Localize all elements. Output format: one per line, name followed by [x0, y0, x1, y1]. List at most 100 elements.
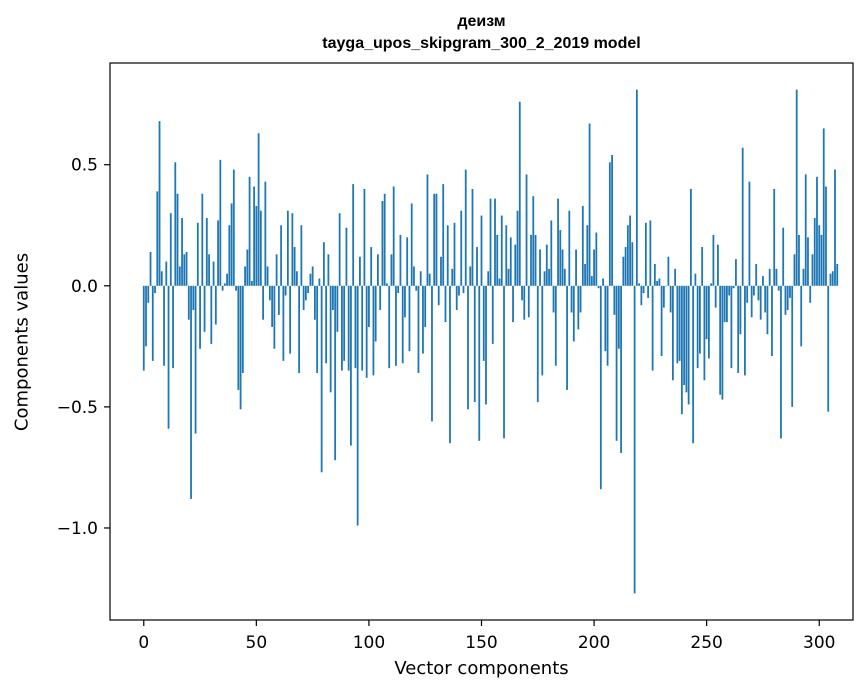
- bar: [570, 285, 573, 313]
- bar: [277, 285, 280, 315]
- bar: [304, 285, 307, 301]
- bar: [241, 285, 244, 373]
- bar: [816, 176, 818, 286]
- bar: [383, 193, 386, 286]
- bar: [167, 285, 170, 429]
- x-tick-label: 0: [138, 633, 149, 653]
- bar: [322, 242, 325, 286]
- bar: [545, 244, 548, 286]
- bar: [244, 266, 246, 286]
- bar: [356, 285, 359, 526]
- bar: [795, 89, 798, 286]
- bar: [370, 247, 373, 286]
- bar: [199, 285, 201, 349]
- bar: [253, 186, 255, 286]
- bar: [804, 174, 807, 286]
- bar: [755, 264, 758, 286]
- bar: [368, 285, 370, 327]
- bar: [460, 210, 463, 286]
- bar: [262, 285, 264, 320]
- bar: [289, 285, 292, 354]
- bar: [424, 285, 427, 327]
- bar: [343, 285, 346, 361]
- bar: [381, 201, 384, 286]
- bar: [446, 225, 449, 286]
- bar: [192, 285, 195, 311]
- bar: [250, 280, 253, 286]
- bar: [332, 285, 334, 311]
- bar: [597, 285, 600, 289]
- bar: [831, 271, 834, 286]
- bar: [194, 285, 197, 434]
- bar: [142, 285, 145, 371]
- bar: [825, 186, 827, 286]
- y-tick-label: −0.5: [57, 398, 98, 418]
- bar: [313, 285, 316, 320]
- bar: [599, 285, 602, 490]
- bar: [766, 285, 769, 335]
- bar: [635, 89, 638, 286]
- bar: [300, 225, 303, 286]
- bar: [615, 285, 618, 441]
- bar: [503, 285, 505, 439]
- bar: [316, 285, 319, 373]
- bar: [737, 285, 740, 373]
- bar: [705, 285, 708, 340]
- bar: [431, 285, 433, 422]
- bar: [334, 285, 337, 461]
- bar: [437, 285, 440, 306]
- bar: [548, 268, 550, 286]
- bar: [232, 169, 235, 286]
- bar: [212, 261, 215, 286]
- bar: [671, 285, 674, 381]
- bar: [417, 285, 420, 373]
- bar: [473, 285, 476, 403]
- bar: [735, 259, 737, 286]
- bar: [156, 191, 159, 286]
- bar: [662, 285, 665, 308]
- bar: [588, 123, 591, 286]
- bar: [151, 285, 154, 361]
- bar: [699, 285, 701, 354]
- bar: [775, 268, 778, 286]
- bar: [230, 203, 233, 286]
- bar: [665, 285, 668, 287]
- bar: [190, 285, 192, 499]
- bar: [374, 285, 377, 342]
- bar: [748, 181, 751, 286]
- bar: [829, 273, 832, 286]
- bar: [352, 184, 355, 286]
- bar: [392, 186, 395, 286]
- bar: [280, 225, 283, 286]
- bar: [354, 285, 357, 369]
- x-tick-label: 250: [690, 633, 722, 653]
- bar: [584, 264, 586, 286]
- bar: [478, 285, 481, 441]
- bar: [773, 188, 776, 286]
- bar: [525, 174, 528, 286]
- bar: [521, 285, 523, 301]
- bar: [388, 285, 391, 369]
- bar: [572, 285, 575, 342]
- bar: [469, 266, 472, 286]
- bar: [595, 232, 598, 286]
- bar: [201, 193, 204, 286]
- bar: [307, 285, 310, 294]
- bar: [692, 285, 695, 444]
- bar: [273, 285, 276, 349]
- bar: [708, 285, 710, 359]
- bar: [149, 251, 152, 286]
- bar: [491, 285, 494, 344]
- bar: [694, 273, 697, 286]
- bar: [507, 268, 510, 286]
- bar: [467, 285, 469, 410]
- bar: [228, 225, 231, 286]
- bar: [246, 249, 249, 286]
- bar: [404, 285, 406, 318]
- bar: [527, 285, 530, 318]
- bar: [172, 285, 174, 369]
- bar: [397, 285, 400, 294]
- bar: [512, 285, 514, 323]
- bar: [642, 285, 645, 294]
- bar: [820, 234, 823, 286]
